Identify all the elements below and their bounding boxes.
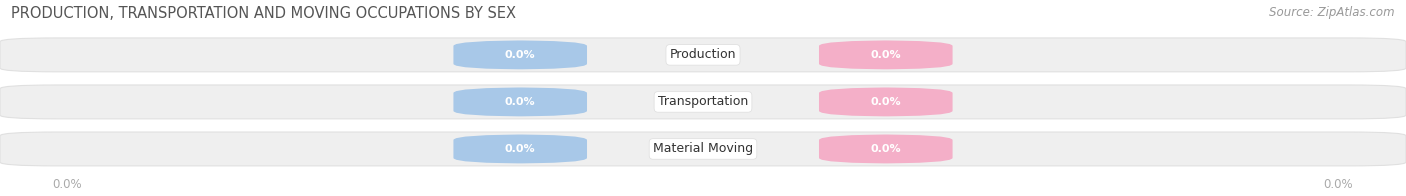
Text: Transportation: Transportation [658, 95, 748, 108]
FancyBboxPatch shape [453, 40, 588, 69]
Text: 0.0%: 0.0% [505, 50, 536, 60]
FancyBboxPatch shape [0, 132, 1406, 166]
Text: 0.0%: 0.0% [870, 50, 901, 60]
Text: Source: ZipAtlas.com: Source: ZipAtlas.com [1270, 6, 1395, 19]
FancyBboxPatch shape [818, 87, 953, 116]
Text: 0.0%: 0.0% [1323, 178, 1354, 191]
Text: PRODUCTION, TRANSPORTATION AND MOVING OCCUPATIONS BY SEX: PRODUCTION, TRANSPORTATION AND MOVING OC… [11, 6, 516, 21]
FancyBboxPatch shape [453, 87, 588, 116]
FancyBboxPatch shape [453, 134, 588, 163]
Text: 0.0%: 0.0% [505, 144, 536, 154]
Text: 0.0%: 0.0% [52, 178, 83, 191]
Text: 0.0%: 0.0% [505, 97, 536, 107]
FancyBboxPatch shape [0, 85, 1406, 119]
Text: Production: Production [669, 48, 737, 61]
FancyBboxPatch shape [818, 40, 953, 69]
Text: 0.0%: 0.0% [870, 97, 901, 107]
Text: 0.0%: 0.0% [870, 144, 901, 154]
FancyBboxPatch shape [0, 38, 1406, 72]
FancyBboxPatch shape [818, 134, 953, 163]
Text: Material Moving: Material Moving [652, 142, 754, 155]
